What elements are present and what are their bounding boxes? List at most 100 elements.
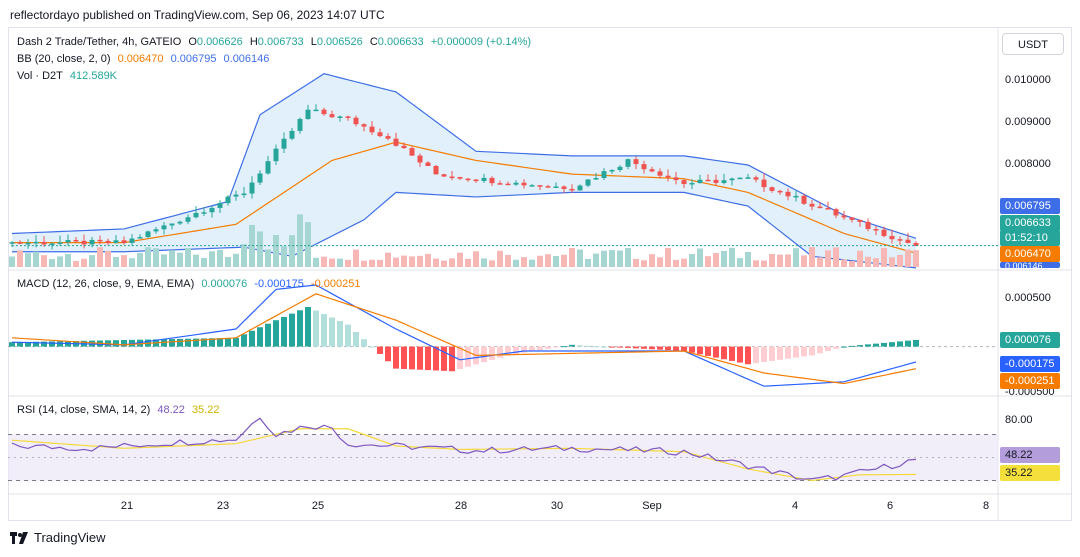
volume-bar (681, 258, 687, 267)
volume-bar (113, 257, 119, 267)
volume-bar (297, 214, 303, 267)
candle-body (841, 215, 847, 218)
macd-histogram-bar (449, 346, 455, 372)
rsi-value: 48.22 (157, 404, 185, 416)
x-label: 23 (216, 500, 230, 512)
macd-histogram-bar (777, 346, 783, 360)
macd-histogram-bar (273, 320, 279, 347)
macd-histogram-bar (265, 323, 271, 347)
candle-body (9, 242, 15, 244)
x-label: Sep (642, 500, 662, 512)
candle-body (89, 239, 95, 245)
macd-histogram-bar (761, 346, 767, 362)
macd-histogram-bar (649, 346, 655, 350)
volume-bar (649, 254, 655, 267)
volume-bar (913, 250, 919, 267)
volume-bar (537, 255, 543, 267)
publisher-header: reflectordayo published on TradingView.c… (10, 8, 385, 22)
macd-histogram-bar (425, 346, 431, 371)
volume-bar (777, 254, 783, 267)
candle-body (177, 221, 183, 224)
rsi-legend[interactable]: RSI (14, close, SMA, 14, 2) 48.22 35.22 (17, 404, 223, 416)
macd-histogram-bar (25, 341, 31, 347)
footer-brand[interactable]: TradingView (10, 530, 106, 545)
volume-bar (385, 252, 391, 267)
candle-body (705, 179, 711, 182)
volume-bar (121, 255, 127, 267)
macd-histogram-bar (857, 345, 863, 347)
volume-bar (609, 250, 615, 267)
volume-bar (569, 248, 575, 267)
candle-body (585, 179, 591, 186)
bb-legend[interactable]: BB (20, close, 2, 0) 0.006470 0.006795 0… (17, 53, 273, 65)
bb-basis-value: 0.006470 (117, 53, 164, 65)
volume-bar (401, 255, 407, 267)
volume-bar (241, 244, 247, 267)
macd-histogram-bar (569, 344, 575, 347)
volume-bar (225, 257, 231, 267)
volume-bar (377, 259, 383, 267)
volume-bar (745, 252, 751, 267)
volume-bar (689, 254, 695, 267)
candle-body (865, 221, 871, 230)
macd-hist-tag: 0.000076 (1000, 332, 1060, 348)
macd-histogram-bar (241, 334, 247, 347)
macd-histogram-bar (657, 346, 663, 350)
candle-body (273, 148, 279, 162)
candle-body (153, 229, 159, 232)
volume-bar (761, 260, 767, 267)
volume-bar (729, 247, 735, 267)
volume-bar (785, 254, 791, 267)
macd-histogram-bar (113, 340, 119, 347)
price-tick: 0.008000 (1005, 158, 1051, 170)
price-tick: 0.009000 (1005, 116, 1051, 128)
macd-histogram-bar (393, 346, 399, 369)
volume-bar (633, 258, 639, 267)
last-price-tag: 0.006633 (1000, 215, 1060, 231)
macd-histogram-bar (601, 346, 607, 348)
macd-histogram-bar (249, 330, 255, 347)
candle-body (769, 187, 775, 191)
candle-body (41, 241, 47, 245)
candle-body (489, 177, 495, 184)
macd-histogram-bar (729, 346, 735, 361)
candle-body (385, 136, 391, 139)
tradingview-logo-icon (10, 531, 28, 544)
volume-bar (185, 247, 191, 267)
x-label: 30 (550, 500, 564, 512)
candle-body (329, 114, 335, 118)
volume-legend[interactable]: Vol · D2T 412.589K (17, 70, 121, 82)
volume-bar (657, 257, 663, 267)
macd-label: MACD (12, 26, close, 9, EMA, EMA) (17, 278, 195, 290)
candle-body (745, 177, 751, 179)
macd-histogram-bar (41, 341, 47, 347)
macd-histogram-bar (457, 346, 463, 369)
volume-bar (201, 257, 207, 267)
candle-body (241, 193, 247, 196)
volume-bar (217, 249, 223, 267)
macd-histogram-bar (817, 346, 823, 354)
macd-histogram-bar (865, 344, 871, 347)
candle-body (377, 132, 383, 137)
volume-bar (145, 247, 151, 267)
macd-histogram-bar (417, 346, 423, 370)
macd-histogram-bar (577, 345, 583, 347)
candle-body (553, 186, 559, 188)
macd-histogram-bar (33, 341, 39, 347)
volume-bar (289, 235, 295, 267)
macd-histogram-bar (673, 346, 679, 351)
macd-histogram-bar (889, 342, 895, 347)
signal-tag: -0.000251 (1000, 373, 1060, 389)
candle-body (513, 182, 519, 185)
macd-histogram-bar (305, 307, 311, 347)
macd-histogram-bar (193, 338, 199, 347)
currency-button[interactable]: USDT (1002, 33, 1064, 55)
macd-legend[interactable]: MACD (12, 26, close, 9, EMA, EMA) 0.0000… (17, 278, 364, 290)
candle-body (481, 177, 487, 181)
volume-bar (193, 254, 199, 267)
volume-bar (817, 257, 823, 267)
candle-body (345, 116, 351, 118)
volume-bar (393, 257, 399, 267)
macd-histogram-bar (809, 346, 815, 356)
